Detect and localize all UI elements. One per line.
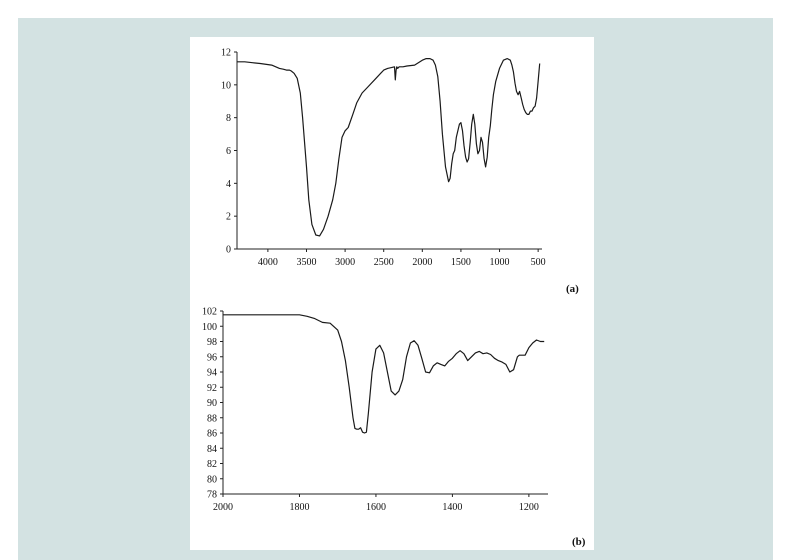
panel-b-y-tick-label: 102 bbox=[202, 307, 217, 318]
panel-b-y-tick-label: 78 bbox=[207, 490, 217, 501]
panel-b-y-tick-label: 98 bbox=[207, 337, 217, 348]
panel-b-y-tick-label: 84 bbox=[207, 444, 217, 455]
panel-a-x-tick-label: 2500 bbox=[374, 257, 394, 268]
panel-b-label: (b) bbox=[572, 536, 586, 548]
panel-b-y-tick-label: 90 bbox=[207, 398, 217, 409]
panel-a-spectrum-line bbox=[237, 58, 541, 237]
panel-b-y-tick-label: 82 bbox=[207, 459, 217, 470]
figure-panel bbox=[190, 37, 594, 550]
panel-b-x-tick-label: 1400 bbox=[442, 502, 462, 513]
panel-b-y-tick-label: 92 bbox=[207, 383, 217, 394]
panel-a-x-tick-label: 3000 bbox=[335, 257, 355, 268]
panel-a-y-tick-label: 2 bbox=[226, 212, 231, 223]
panel-a-y-tick-label: 12 bbox=[221, 48, 231, 59]
panel-a-y-tick-label: 0 bbox=[226, 245, 231, 256]
panel-b-x-tick-label: 2000 bbox=[213, 502, 233, 513]
panel-a-x-tick-label: 500 bbox=[531, 257, 546, 268]
panel-b-y-tick-label: 96 bbox=[207, 352, 217, 363]
panel-a-y-tick-label: 8 bbox=[226, 113, 231, 124]
panel-b-y-tick-label: 100 bbox=[202, 322, 217, 333]
panel-a-x-tick-label: 1000 bbox=[490, 257, 510, 268]
panel-b-x-tick-label: 1600 bbox=[366, 502, 386, 513]
panel-a-label: (a) bbox=[566, 283, 579, 295]
panel-a-x-tick-label: 1500 bbox=[451, 257, 471, 268]
panel-b-x-tick-label: 1800 bbox=[289, 502, 309, 513]
panel-b-y-tick-label: 94 bbox=[207, 368, 217, 379]
panel-a-x-tick-label: 2000 bbox=[412, 257, 432, 268]
panel-a-y-tick-label: 6 bbox=[226, 146, 231, 157]
panel-b-spectrum-line bbox=[223, 314, 545, 434]
panel-b-y-tick-label: 88 bbox=[207, 413, 217, 424]
panel-b-y-tick-label: 86 bbox=[207, 429, 217, 440]
panel-a-y-tick-label: 10 bbox=[221, 80, 231, 91]
panel-a-y-tick-label: 4 bbox=[226, 179, 231, 190]
panel-a-x-tick-label: 4000 bbox=[258, 257, 278, 268]
panel-b-y-tick-label: 80 bbox=[207, 474, 217, 485]
panel-a-x-tick-label: 3500 bbox=[296, 257, 316, 268]
panel-b-x-tick-label: 1200 bbox=[519, 502, 539, 513]
